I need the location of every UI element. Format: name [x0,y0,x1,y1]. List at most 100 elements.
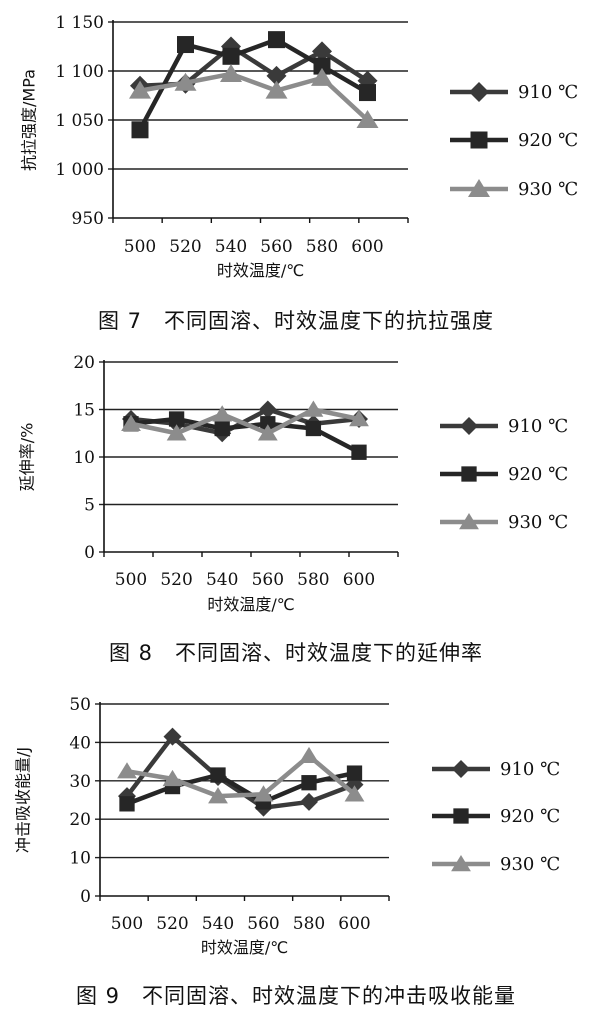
legend-marker [460,417,478,435]
legend-label: 920 ℃ [518,130,578,151]
legend-item: 930 ℃ [440,512,568,533]
series-3 [117,746,365,804]
data-point [356,110,379,128]
legend-marker [453,808,469,824]
data-point [177,36,194,54]
x-tick-label: 540 [202,914,234,934]
y-tick-label: 0 [80,887,91,907]
legend-marker [452,760,470,778]
x-axis-label: 时效温度/℃ [217,261,304,280]
data-point [168,411,185,427]
y-tick-label: 10 [73,448,95,468]
x-tick-label: 500 [111,914,143,934]
data-point [253,785,274,802]
data-point [166,424,187,441]
y-tick-label: 40 [69,733,91,753]
x-tick-label: 520 [156,914,188,934]
y-axis-label: 冲击吸收能量/J [14,747,33,853]
series-line [130,407,360,436]
series-3 [121,400,369,441]
data-point [117,762,137,779]
series-2 [123,411,367,460]
legend-marker [470,131,488,149]
legend-item: 920 ℃ [440,464,568,485]
data-point [222,47,240,65]
data-point [260,416,276,432]
legend-label: 930 ℃ [500,854,560,875]
data-point [214,420,230,437]
series-3 [129,63,379,128]
legend-label: 930 ℃ [518,179,578,200]
data-point [163,727,182,746]
data-point [312,41,332,62]
x-tick-label: 520 [169,237,201,257]
legend-item: 910 ℃ [432,759,560,780]
figure-8-caption: 图 8 不同固溶、时效温度下的延伸率 [108,641,484,665]
data-point [212,405,233,422]
data-point [118,787,136,806]
x-tick-label: 540 [206,570,238,590]
x-tick-label: 580 [293,914,325,934]
legend-marker [468,179,490,197]
data-point [299,746,319,764]
elongation-plot: 0 5 10 15 20 500 520 540 560 580 600 时效温度/℃ 延伸率/% 910… [18,353,569,614]
data-point [351,444,367,460]
legend-marker [451,855,471,872]
data-point [129,80,151,99]
y-tick-label: 50 [69,695,91,715]
series-2 [131,31,376,139]
legend-marker [461,466,477,482]
tensile-strength-chart: 950 1 000 1 050 1 100 1 150 500 520 540 560 580 60… [0,0,592,292]
y-tick-label: 0 [84,543,95,563]
legend-item: 930 ℃ [432,854,560,875]
x-tick-label: 540 [215,237,247,257]
y-tick-label: 20 [69,810,91,830]
data-point [346,765,363,781]
legend-marker [459,513,479,530]
data-point [266,65,287,86]
data-point [257,424,278,441]
legend-item: 920 ℃ [450,130,578,151]
data-point [268,31,285,49]
data-point [305,420,322,437]
x-tick-label: 560 [252,570,284,590]
data-point [303,400,324,417]
x-tick-label: 600 [338,914,370,934]
y-tick-label: 30 [69,772,91,792]
data-point [258,400,277,419]
legend-label: 910 ℃ [518,82,578,103]
series-2 [119,765,363,812]
x-tick-label: 560 [247,914,279,934]
data-point [359,84,376,102]
data-point [313,57,331,75]
x-tick-label: 580 [306,237,338,257]
legend-label: 910 ℃ [508,416,568,437]
x-tick-label: 600 [343,570,375,590]
y-tick-label: 20 [73,353,95,373]
data-point [131,121,149,139]
data-point [121,414,141,431]
impact-energy-chart: 0 10 20 30 40 50 500 520 540 560 580 600 时效温度/℃ 冲击吸收能… [0,688,592,968]
figure-7-caption: 图 7 不同固溶、时效温度下的抗拉强度 [97,309,495,333]
y-tick-label: 1 100 [55,62,104,82]
legend-item: 920 ℃ [432,806,560,827]
y-tick-label: 1 000 [55,160,104,180]
data-point [311,67,333,86]
data-point [162,769,183,787]
data-point [220,63,242,82]
y-tick-label: 10 [69,849,91,869]
x-tick-label: 520 [160,570,192,590]
data-point [301,775,317,791]
legend-marker [469,82,489,102]
data-point [210,767,226,783]
legend-item: 910 ℃ [450,82,578,103]
data-point [174,72,197,91]
data-point [300,792,318,811]
y-axis-label: 延伸率/% [18,423,37,492]
y-tick-label: 5 [84,496,95,516]
x-tick-label: 500 [115,570,147,590]
x-tick-label: 560 [260,237,292,257]
legend-item: 910 ℃ [440,416,568,437]
legend-label: 920 ℃ [500,806,560,827]
x-tick-label: 600 [351,237,383,257]
